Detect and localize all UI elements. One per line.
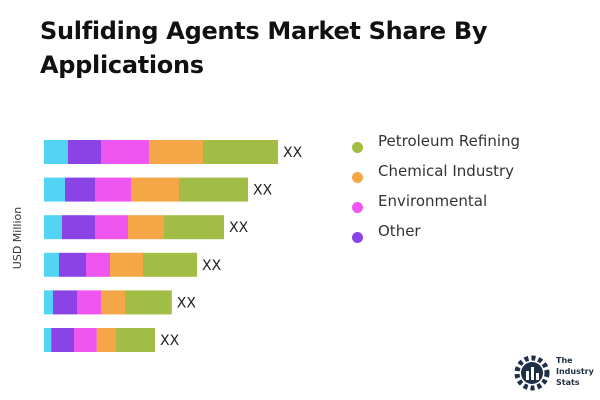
bar-segment xyxy=(68,140,101,164)
data-label: XX xyxy=(229,220,249,236)
bar-segment xyxy=(143,252,197,277)
bar-segment xyxy=(65,177,95,202)
logo-line: Industry xyxy=(556,367,594,376)
legend: Petroleum Refining Chemical Industry Env… xyxy=(352,126,520,246)
bar-segment xyxy=(203,140,278,164)
bar-segment xyxy=(149,140,203,164)
bar-segment xyxy=(86,252,110,277)
legend-label: Environmental xyxy=(378,192,488,210)
legend-item-environmental: Environmental xyxy=(352,186,520,216)
logo-wordmark: The Industry Stats xyxy=(556,355,594,388)
bar-segment xyxy=(96,328,116,352)
bar-segment xyxy=(95,177,131,202)
logo-line: The xyxy=(556,356,573,365)
bar-segment xyxy=(128,215,164,240)
brand-logo: The Industry Stats xyxy=(512,352,594,392)
bar-segment xyxy=(74,328,97,352)
data-label: XX xyxy=(160,333,180,349)
gear-icon xyxy=(514,355,550,391)
logo-line: Stats xyxy=(556,378,580,387)
legend-swatch xyxy=(352,171,363,183)
bar-segment xyxy=(44,328,52,352)
legend-label: Other xyxy=(378,222,421,240)
data-label: XX xyxy=(253,183,273,199)
bar-segment xyxy=(44,177,65,202)
bars-group xyxy=(44,140,278,352)
bar-segment xyxy=(51,328,74,352)
legend-label: Chemical Industry xyxy=(378,162,515,180)
bar-segment xyxy=(164,215,224,240)
legend-item-other: Other xyxy=(352,216,520,246)
bar-segment xyxy=(44,215,62,240)
bar-segment xyxy=(53,290,77,315)
bar-segment xyxy=(179,177,248,202)
legend-item-petroleum-refining: Petroleum Refining xyxy=(352,126,520,156)
bar-segment xyxy=(44,252,59,277)
bar-segment xyxy=(62,215,95,240)
bar-segment xyxy=(95,215,128,240)
legend-item-chemical-industry: Chemical Industry xyxy=(352,156,520,186)
chart-title: Sulfiding Agents Market Share By Applica… xyxy=(40,17,488,79)
bar-segment xyxy=(101,140,149,164)
data-label: XX xyxy=(202,258,222,274)
bar-segment xyxy=(125,290,172,315)
legend-swatch xyxy=(352,231,363,243)
legend-swatch xyxy=(352,141,363,153)
y-axis-label: USD Million xyxy=(11,207,24,269)
data-label: XX xyxy=(177,295,197,311)
bar-segment xyxy=(59,252,86,277)
data-labels-group: XX XX XX XX XX XX xyxy=(160,145,303,349)
bar-segment xyxy=(131,177,179,202)
bar-segment xyxy=(44,290,53,315)
bar-segment xyxy=(44,140,68,164)
bar-segment xyxy=(110,252,143,277)
bar-segment xyxy=(101,290,125,315)
bar-segment xyxy=(116,328,155,352)
legend-label: Petroleum Refining xyxy=(378,132,521,150)
data-label: XX xyxy=(283,145,303,161)
legend-swatch xyxy=(352,201,363,213)
bar-segment xyxy=(77,290,101,315)
